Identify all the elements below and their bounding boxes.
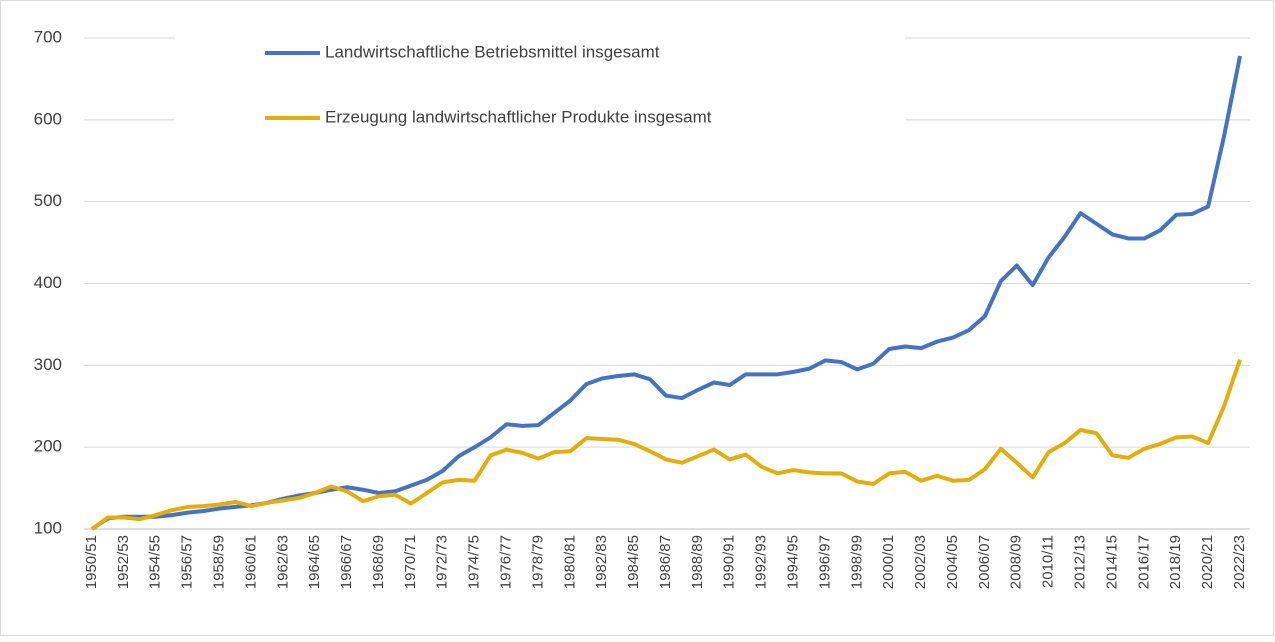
y-tick-label: 400 [34, 273, 62, 292]
x-tick-label: 1992/93 [753, 535, 770, 589]
x-tick-label: 1950/51 [83, 535, 100, 589]
x-tick-label: 2000/01 [880, 535, 897, 589]
legend-label: Landwirtschaftliche Betriebsmittel insge… [325, 42, 660, 61]
x-tick-label: 2016/17 [1135, 535, 1152, 589]
x-tick-label: 2018/19 [1167, 535, 1184, 589]
x-tick-label: 1982/83 [593, 535, 610, 589]
x-tick-label: 1980/81 [561, 535, 578, 589]
x-tick-label: 2012/13 [1072, 535, 1089, 589]
x-tick-label: 1998/99 [848, 535, 865, 589]
x-tick-label: 1952/53 [115, 535, 132, 589]
x-tick-label: 1994/95 [785, 535, 802, 589]
x-tick-label: 1962/63 [274, 535, 291, 589]
y-tick-label: 600 [34, 109, 62, 128]
x-tick-label: 1968/69 [370, 535, 387, 589]
x-tick-label: 1988/89 [689, 535, 706, 589]
x-tick-label: 1954/55 [147, 535, 164, 589]
x-tick-label: 1960/61 [242, 535, 259, 589]
x-tick-label: 2022/23 [1231, 535, 1248, 589]
series-line [90, 358, 1242, 531]
y-tick-label: 500 [34, 191, 62, 210]
x-tick-label: 1956/57 [179, 535, 196, 589]
x-tick-label: 2002/03 [912, 535, 929, 589]
x-tick-label: 1978/79 [529, 535, 546, 589]
x-tick-label: 2008/09 [1008, 535, 1025, 589]
x-tick-label: 2006/07 [976, 535, 993, 589]
x-tick-label: 1970/71 [402, 535, 419, 589]
x-tick-label: 1958/59 [211, 535, 228, 589]
x-tick-label: 1974/75 [466, 535, 483, 589]
x-tick-label: 1984/85 [625, 535, 642, 589]
x-tick-label: 2020/21 [1199, 535, 1216, 589]
y-tick-label: 300 [34, 355, 62, 374]
legend-background [175, 25, 905, 140]
y-tick-label: 700 [34, 27, 62, 46]
x-tick-label: 1986/87 [657, 535, 674, 589]
legend-label: Erzeugung landwirtschaftlicher Produkte … [325, 107, 712, 126]
x-tick-label: 2014/15 [1103, 535, 1120, 589]
x-tick-label: 2010/11 [1040, 535, 1057, 588]
x-tick-label: 1996/97 [816, 535, 833, 589]
x-tick-label: 1976/77 [498, 535, 515, 589]
y-tick-label: 200 [34, 437, 62, 456]
x-tick-label: 2004/05 [944, 535, 961, 589]
x-tick-label: 1990/91 [721, 535, 738, 589]
x-tick-label: 1972/73 [434, 535, 451, 589]
x-tick-label: 1966/67 [338, 535, 355, 589]
y-tick-label: 100 [34, 518, 62, 537]
x-tick-label: 1964/65 [306, 535, 323, 589]
